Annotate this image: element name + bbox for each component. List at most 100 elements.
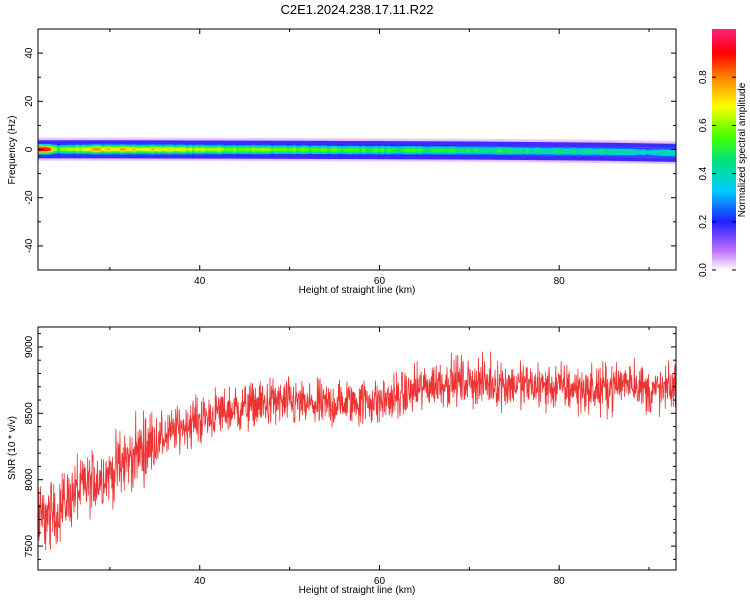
heatmap-cell bbox=[214, 140, 218, 142]
heatmap-cell bbox=[613, 156, 618, 159]
heatmap-cell bbox=[214, 141, 218, 143]
heatmap-cell bbox=[509, 159, 514, 162]
heatmap-cell bbox=[182, 142, 187, 145]
heatmap-cell bbox=[264, 145, 268, 147]
heatmap-cell bbox=[85, 138, 89, 141]
heatmap-cell bbox=[431, 151, 435, 154]
heatmap-cell bbox=[519, 147, 523, 150]
heatmap-cell bbox=[657, 156, 662, 159]
heatmap-cell bbox=[525, 152, 530, 155]
heatmap-cell bbox=[308, 142, 313, 145]
heatmap-cell bbox=[641, 142, 646, 145]
heatmap-cell bbox=[556, 149, 561, 151]
heatmap-cell bbox=[248, 141, 253, 144]
heatmap-cell bbox=[626, 157, 630, 159]
heatmap-cell bbox=[563, 157, 567, 160]
heatmap-cell bbox=[41, 138, 45, 141]
heatmap-cell bbox=[163, 142, 168, 145]
heatmap-cell bbox=[41, 156, 45, 159]
heatmap-cell bbox=[94, 154, 99, 156]
heatmap-cell bbox=[437, 145, 441, 148]
heatmap-cell bbox=[547, 146, 552, 149]
heatmap-cell bbox=[223, 143, 228, 146]
heatmap-cell bbox=[418, 152, 423, 155]
heatmap-cell bbox=[648, 147, 652, 150]
heatmap-cell bbox=[585, 160, 589, 162]
heatmap-cell bbox=[547, 148, 552, 151]
heatmap-cell bbox=[223, 157, 228, 159]
heatmap-cell bbox=[264, 153, 268, 156]
heatmap-cell bbox=[588, 157, 592, 160]
heatmap-cell bbox=[226, 140, 231, 142]
heatmap-cell bbox=[503, 152, 508, 154]
heatmap-cell bbox=[607, 161, 611, 164]
heatmap-cell bbox=[475, 160, 479, 162]
heatmap-cell bbox=[182, 146, 187, 148]
heatmap-cell bbox=[437, 142, 441, 144]
heatmap-cell bbox=[638, 158, 643, 161]
heatmap-cell bbox=[97, 147, 102, 149]
heatmap-cell bbox=[453, 151, 457, 154]
heatmap-cell bbox=[289, 149, 294, 152]
heatmap-cell bbox=[635, 153, 640, 156]
heatmap-cell bbox=[569, 149, 574, 151]
heatmap-cell bbox=[198, 148, 202, 151]
heatmap-cell bbox=[635, 145, 640, 147]
heatmap-cell bbox=[236, 137, 240, 140]
heatmap-cell bbox=[371, 153, 375, 156]
heatmap-cell bbox=[670, 160, 674, 162]
heatmap-cell bbox=[204, 154, 209, 157]
heatmap-cell bbox=[556, 143, 561, 145]
heatmap-cell bbox=[582, 140, 586, 143]
heatmap-cell bbox=[173, 150, 177, 153]
heatmap-cell bbox=[355, 145, 360, 148]
heatmap-cell bbox=[66, 145, 70, 148]
heatmap-cell bbox=[487, 147, 492, 149]
heatmap-cell bbox=[421, 139, 426, 142]
heatmap-cell bbox=[616, 146, 621, 148]
heatmap-cell bbox=[582, 146, 586, 149]
heatmap-cell bbox=[66, 149, 70, 152]
heatmap-cell bbox=[572, 154, 577, 156]
heatmap-cell bbox=[321, 146, 325, 149]
heatmap-cell bbox=[361, 139, 366, 142]
heatmap-cell bbox=[138, 149, 143, 152]
heatmap-cell bbox=[377, 151, 382, 154]
heatmap-cell bbox=[236, 143, 240, 146]
heatmap-cell bbox=[110, 148, 114, 150]
heatmap-cell bbox=[600, 160, 605, 162]
heatmap-cell bbox=[427, 151, 432, 154]
heatmap-cell bbox=[336, 156, 341, 158]
heatmap-cell bbox=[377, 158, 382, 161]
heatmap-cell bbox=[299, 141, 303, 144]
heatmap-cell bbox=[60, 154, 64, 156]
heatmap-cell bbox=[242, 154, 246, 157]
heatmap-cell bbox=[638, 162, 643, 164]
heatmap-cell bbox=[116, 153, 121, 155]
heatmap-cell bbox=[484, 156, 489, 159]
heatmap-cell bbox=[204, 144, 209, 147]
heatmap-cell bbox=[277, 159, 281, 162]
heatmap-cell bbox=[170, 155, 174, 158]
heatmap-cell bbox=[97, 138, 102, 141]
heatmap-cell bbox=[116, 154, 121, 156]
heatmap-cell bbox=[361, 152, 366, 155]
heatmap-cell bbox=[585, 155, 589, 157]
heatmap-cell bbox=[663, 162, 668, 165]
heatmap-cell bbox=[374, 155, 379, 157]
heatmap-cell bbox=[462, 155, 467, 158]
heatmap-cell bbox=[245, 158, 250, 160]
heatmap-cell bbox=[582, 139, 586, 142]
heatmap-cell bbox=[91, 151, 96, 154]
heatmap-cell bbox=[597, 157, 602, 160]
heatmap-cell bbox=[638, 151, 643, 153]
heatmap-cell bbox=[380, 147, 385, 150]
heatmap-cell bbox=[44, 155, 48, 158]
heatmap-cell bbox=[519, 159, 523, 162]
heatmap-cell bbox=[229, 146, 234, 148]
heatmap-cell bbox=[346, 146, 350, 149]
heatmap-cell bbox=[399, 148, 404, 150]
heatmap-cell bbox=[94, 156, 99, 159]
heatmap-cell bbox=[490, 155, 495, 158]
